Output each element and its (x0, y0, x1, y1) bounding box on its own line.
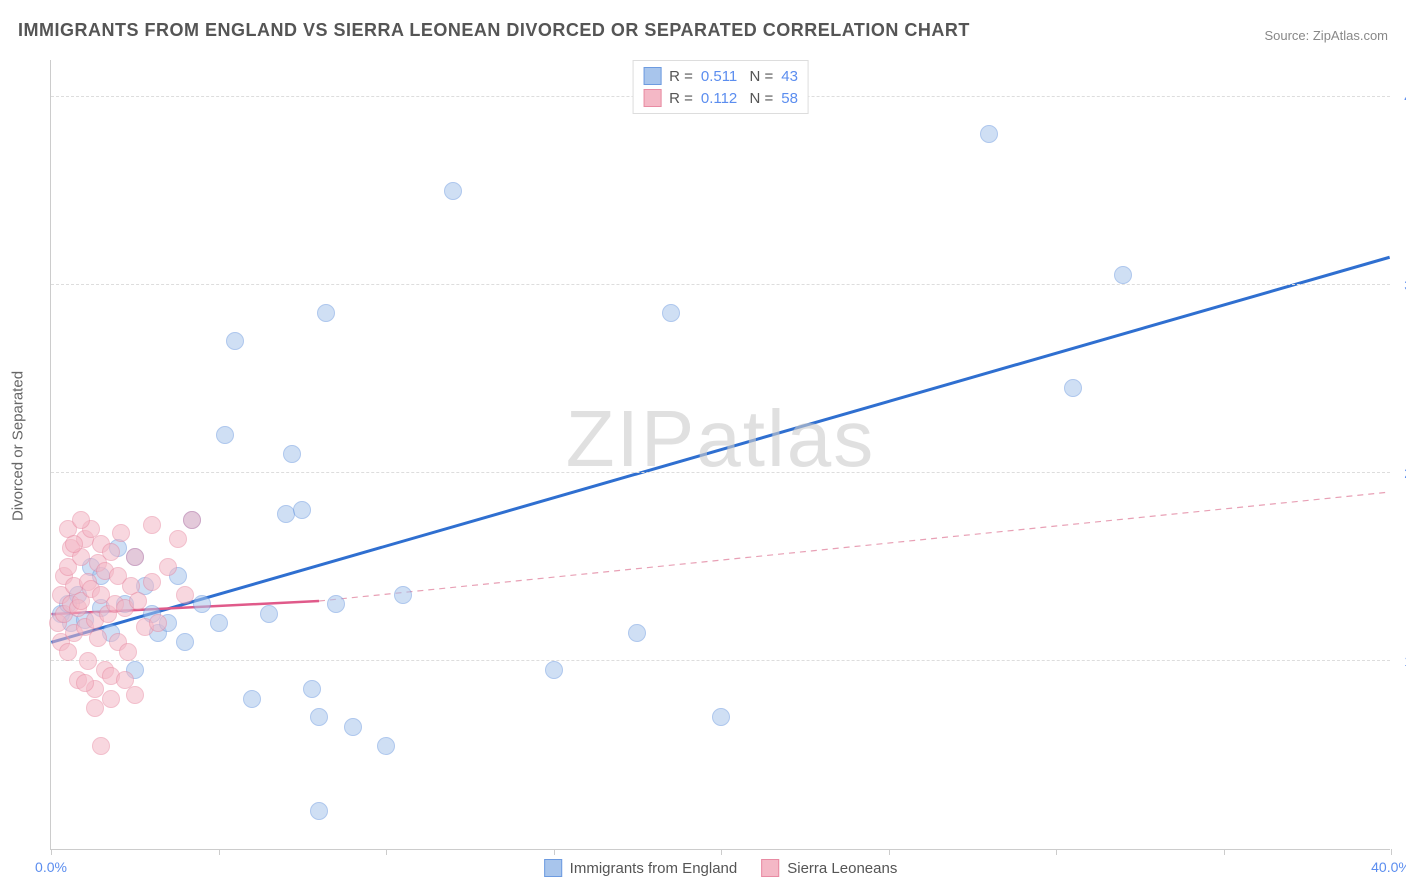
data-point (102, 543, 120, 561)
data-point (86, 699, 104, 717)
data-point (310, 708, 328, 726)
data-point (216, 426, 234, 444)
data-point (226, 332, 244, 350)
data-point (65, 535, 83, 553)
data-point (176, 633, 194, 651)
data-point (377, 737, 395, 755)
data-point (628, 624, 646, 642)
legend-stats: R =0.511 N =43 R =0.112 N =58 (632, 60, 809, 114)
legend-item: Sierra Leoneans (761, 859, 897, 877)
data-point (1114, 266, 1132, 284)
data-point (193, 595, 211, 613)
data-point (76, 674, 94, 692)
data-point (129, 592, 147, 610)
data-point (1064, 379, 1082, 397)
data-point (283, 445, 301, 463)
data-point (143, 573, 161, 591)
data-point (277, 505, 295, 523)
data-point (143, 516, 161, 534)
data-point (102, 690, 120, 708)
plot-area: ZIPatlas R =0.511 N =43 R =0.112 N =58 I… (50, 60, 1390, 850)
data-point (980, 125, 998, 143)
chart-title: IMMIGRANTS FROM ENGLAND VS SIERRA LEONEA… (18, 20, 970, 41)
data-point (92, 737, 110, 755)
data-point (662, 304, 680, 322)
data-point (545, 661, 563, 679)
data-point (149, 614, 167, 632)
data-point (169, 530, 187, 548)
y-axis-label: Divorced or Separated (10, 371, 27, 521)
data-point (119, 643, 137, 661)
data-point (712, 708, 730, 726)
data-point (79, 652, 97, 670)
data-point (260, 605, 278, 623)
legend-swatch-sierra (643, 89, 661, 107)
data-point (89, 629, 107, 647)
source-label: Source: ZipAtlas.com (1264, 28, 1388, 43)
data-point (126, 548, 144, 566)
data-point (112, 524, 130, 542)
data-point (183, 511, 201, 529)
legend-bottom: Immigrants from England Sierra Leoneans (544, 859, 898, 877)
x-tick-label: 40.0% (1371, 859, 1406, 875)
x-tick-label: 0.0% (35, 859, 67, 875)
data-point (444, 182, 462, 200)
data-point (210, 614, 228, 632)
data-point (317, 304, 335, 322)
data-point (159, 558, 177, 576)
data-point (293, 501, 311, 519)
legend-item: Immigrants from England (544, 859, 738, 877)
data-point (59, 643, 77, 661)
data-point (243, 690, 261, 708)
data-point (126, 686, 144, 704)
data-point (303, 680, 321, 698)
data-point (394, 586, 412, 604)
data-point (176, 586, 194, 604)
trend-lines (51, 60, 1390, 849)
legend-swatch-england (643, 67, 661, 85)
data-point (310, 802, 328, 820)
data-point (344, 718, 362, 736)
data-point (327, 595, 345, 613)
data-point (72, 511, 90, 529)
